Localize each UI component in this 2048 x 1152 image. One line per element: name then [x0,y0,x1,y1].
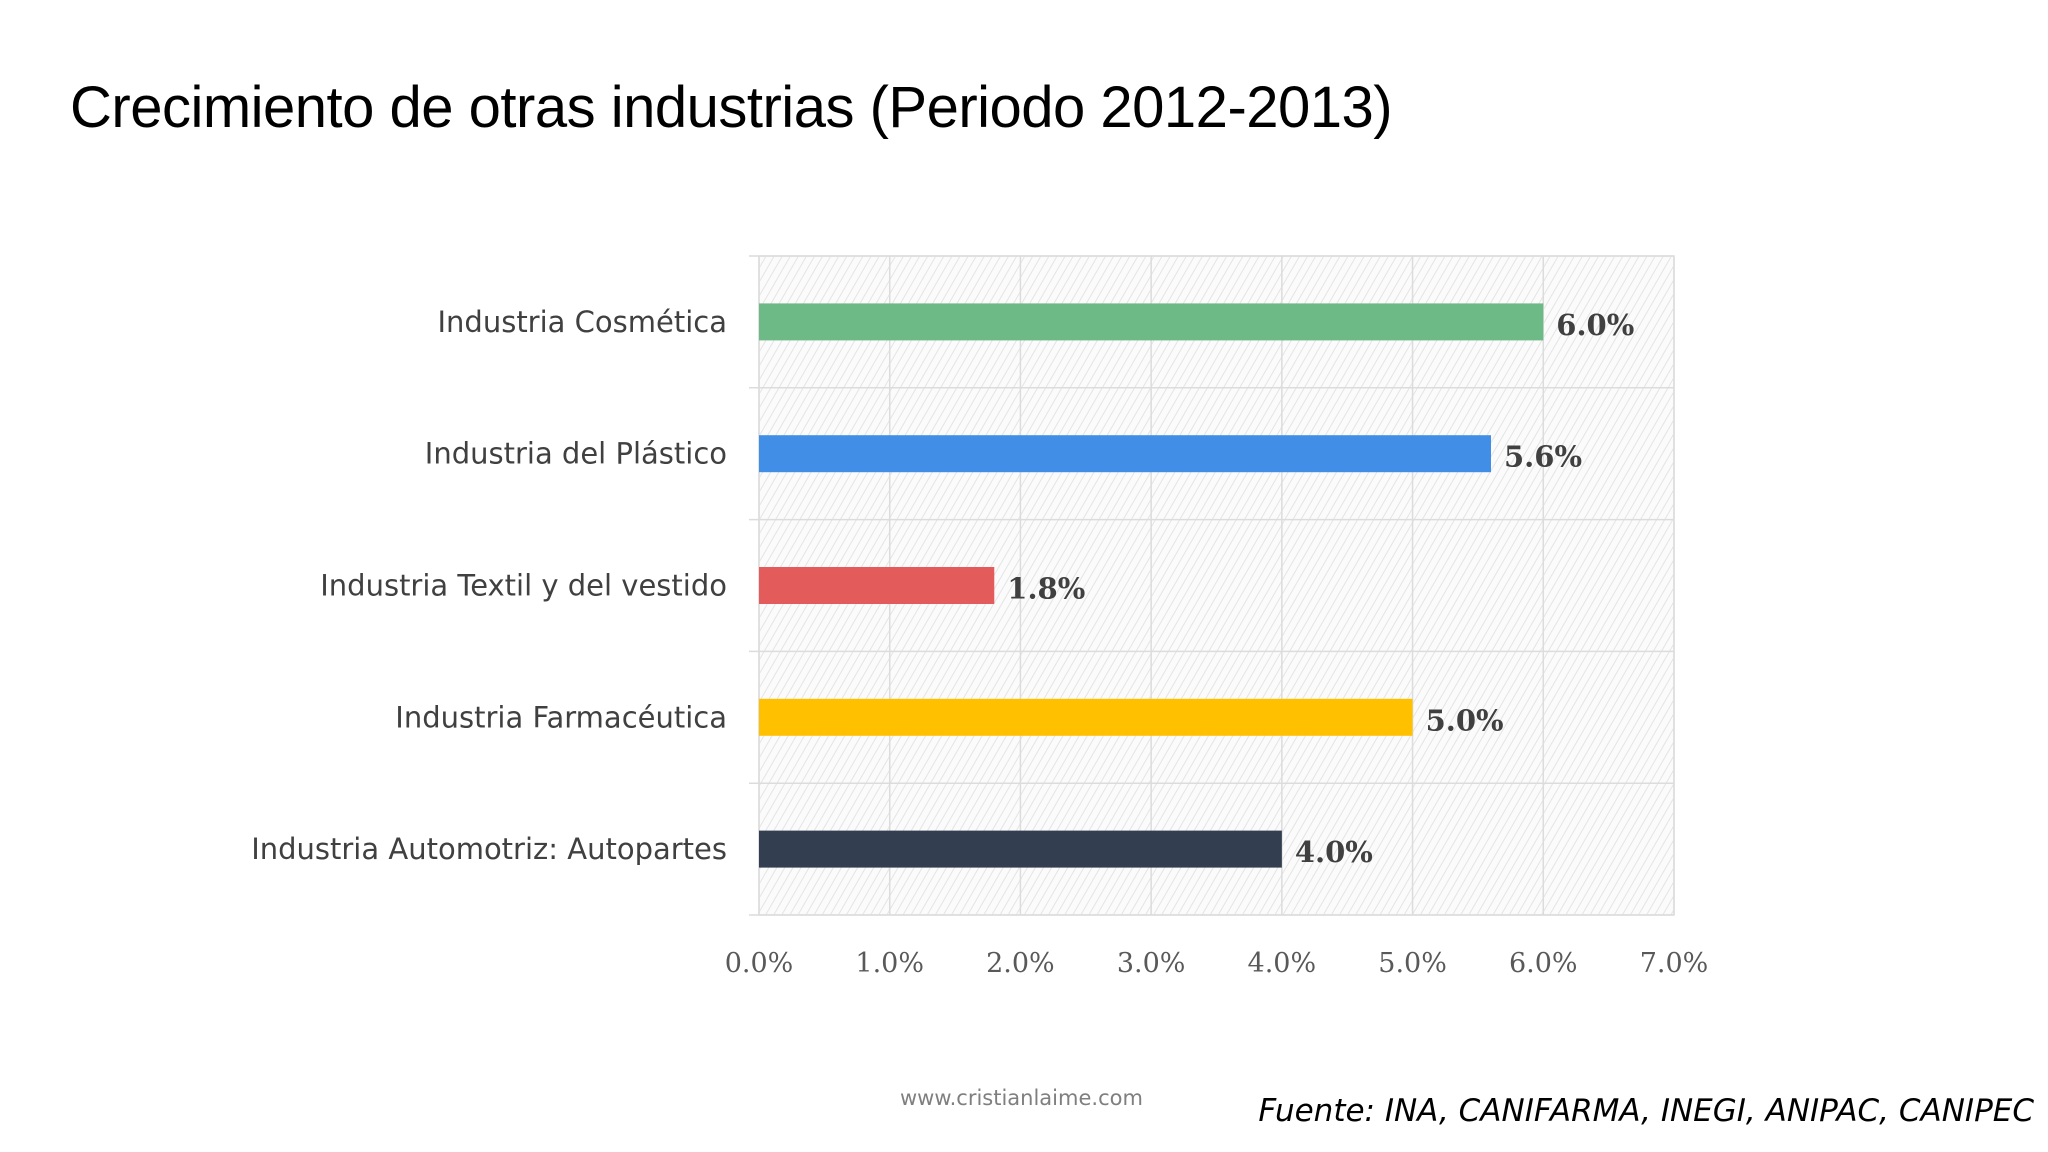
x-tick-label: 1.0% [855,948,924,979]
slide-title: Crecimiento de otras industrias (Periodo… [70,75,1393,140]
category-label: Industria Farmacéutica [395,700,727,734]
x-tick-label: 6.0% [1509,948,1578,979]
chart-labels: 0.0% 1.0% 2.0% 3.0% 4.0% 5.0% 6.0% 7.0% Industri… [251,305,1708,979]
data-label: 6.0% [1556,308,1634,342]
data-label: 1.8% [1007,572,1085,606]
x-tick-label: 3.0% [1117,948,1186,979]
bar [759,698,1413,736]
x-tick-label: 5.0% [1378,948,1447,979]
bar [759,303,1544,341]
data-label: 4.0% [1295,835,1373,869]
category-label: Industria del Plástico [425,437,727,471]
data-label: 5.6% [1504,440,1582,474]
bar [759,830,1282,868]
category-label: Industria Automotriz: Autopartes [251,832,727,866]
category-label: Industria Cosmética [437,305,727,339]
x-tick-label: 2.0% [986,948,1055,979]
x-tick-label: 4.0% [1248,948,1317,979]
source-note: Fuente: INA, CANIFARMA, INEGI, ANIPAC, C… [1258,1093,2034,1129]
website-url: www.cristianlaime.com [900,1086,1143,1110]
bar [759,435,1491,473]
category-label: Industria Textil y del vestido [320,569,727,603]
data-label: 5.0% [1426,703,1504,737]
bar [759,567,995,604]
x-tick-label: 0.0% [725,948,794,979]
gridlines [749,255,1675,916]
bars [759,303,1544,868]
x-tick-label: 7.0% [1640,948,1709,979]
